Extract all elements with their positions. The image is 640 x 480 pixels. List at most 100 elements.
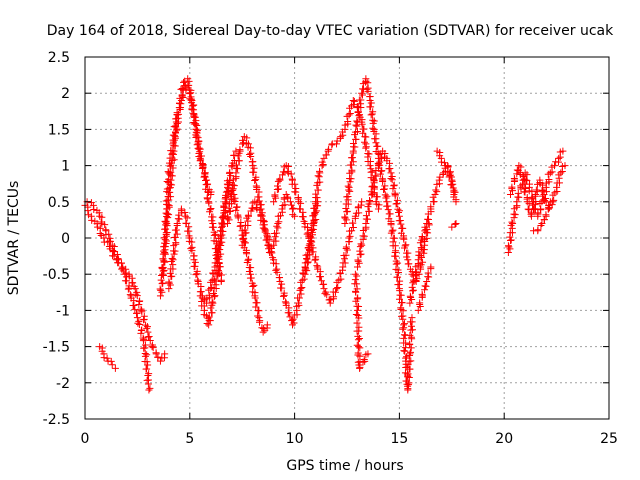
data-point	[546, 198, 554, 206]
data-point	[275, 185, 283, 193]
data-point	[372, 139, 380, 147]
data-point	[400, 235, 408, 243]
data-point	[370, 176, 378, 184]
data-point	[111, 248, 119, 256]
data-point	[200, 173, 208, 181]
data-point	[185, 81, 193, 89]
data-point	[523, 171, 531, 179]
data-point	[171, 226, 179, 234]
data-point	[284, 169, 292, 177]
data-point	[107, 357, 115, 365]
data-point	[240, 238, 248, 246]
data-point	[233, 203, 241, 211]
data-point	[212, 230, 220, 238]
data-point	[169, 164, 177, 172]
data-point	[252, 176, 260, 184]
data-point	[433, 188, 441, 196]
data-point	[98, 213, 106, 221]
data-point	[236, 222, 244, 230]
data-point	[527, 210, 535, 218]
data-point	[510, 175, 518, 183]
data-point	[144, 380, 152, 388]
data-point	[404, 370, 412, 378]
data-point	[232, 161, 240, 169]
data-point	[157, 286, 165, 294]
data-point	[306, 243, 314, 251]
data-point	[347, 154, 355, 162]
data-point	[325, 296, 333, 304]
data-point	[253, 199, 261, 207]
y-tick-label: 1	[61, 159, 70, 175]
data-point	[395, 217, 403, 225]
data-point	[186, 90, 194, 98]
data-point	[165, 188, 173, 196]
data-point	[311, 256, 319, 264]
data-point	[334, 283, 342, 291]
data-point	[154, 353, 162, 361]
data-point	[256, 206, 264, 214]
data-point	[375, 201, 383, 209]
data-point	[272, 260, 280, 268]
data-point	[273, 229, 281, 237]
data-point	[450, 191, 458, 199]
data-point	[198, 164, 206, 172]
data-point	[144, 361, 152, 369]
data-point	[204, 188, 212, 196]
data-point	[408, 283, 416, 291]
data-point	[139, 337, 147, 345]
data-point	[187, 89, 195, 97]
data-point	[184, 227, 192, 235]
data-point	[356, 363, 364, 371]
data-point	[352, 135, 360, 143]
data-point	[404, 361, 412, 369]
data-point	[212, 277, 220, 285]
data-point	[113, 251, 121, 259]
data-point	[180, 78, 188, 86]
data-point	[216, 238, 224, 246]
data-point	[402, 241, 410, 249]
data-point	[170, 131, 178, 139]
data-point	[537, 205, 545, 213]
x-tick-label: 0	[81, 431, 90, 447]
data-point	[332, 288, 340, 296]
data-point	[326, 299, 334, 307]
data-point	[205, 313, 213, 321]
data-point	[407, 357, 415, 365]
data-point	[202, 176, 210, 184]
data-point	[355, 314, 363, 322]
data-point	[239, 235, 247, 243]
chart-title: Day 164 of 2018, Sidereal Day-to-day VTE…	[47, 23, 614, 39]
data-point	[509, 220, 517, 228]
data-point	[144, 333, 152, 341]
data-point	[358, 89, 366, 97]
data-point	[368, 110, 376, 118]
data-point	[508, 218, 516, 226]
data-point	[345, 234, 353, 242]
y-tick-label: -1.5	[43, 340, 70, 356]
data-point	[400, 331, 408, 339]
data-point	[375, 150, 383, 158]
data-point	[273, 268, 281, 276]
data-point	[143, 358, 151, 366]
data-point	[448, 177, 456, 185]
data-point	[234, 214, 242, 222]
data-point	[238, 241, 246, 249]
data-point	[140, 316, 148, 324]
data-point	[284, 163, 292, 171]
data-point	[209, 213, 217, 221]
data-point	[408, 314, 416, 322]
x-tick-label: 20	[495, 431, 513, 447]
data-point	[555, 154, 563, 162]
data-point	[355, 302, 363, 310]
data-point	[224, 213, 232, 221]
data-point	[137, 329, 145, 337]
data-point	[159, 265, 167, 273]
data-point	[253, 205, 261, 213]
data-point	[263, 234, 271, 242]
data-point	[323, 291, 331, 299]
data-point	[319, 280, 327, 288]
data-point	[404, 260, 412, 268]
data-point	[260, 224, 268, 232]
data-point	[513, 170, 521, 178]
data-point	[367, 111, 375, 119]
